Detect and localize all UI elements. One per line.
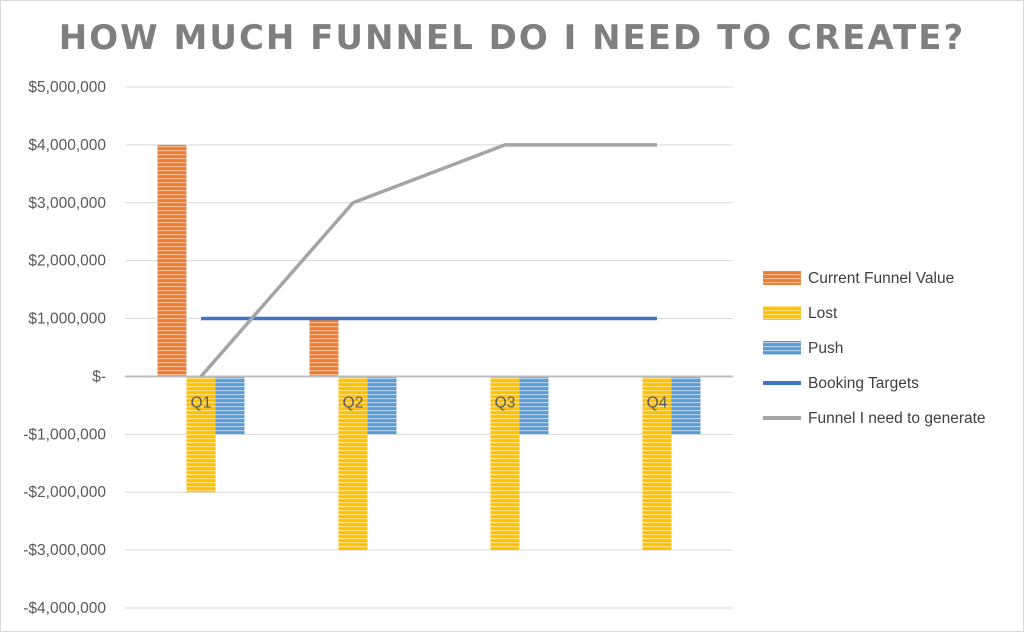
legend-swatch bbox=[763, 271, 801, 285]
legend-label: Lost bbox=[808, 305, 838, 322]
legend-label: Funnel I need to generate bbox=[808, 410, 986, 427]
bar-lost bbox=[186, 376, 216, 493]
y-tick-label: $3,000,000 bbox=[28, 195, 106, 212]
y-tick-label: $2,000,000 bbox=[28, 253, 106, 270]
y-tick-label: $5,000,000 bbox=[28, 79, 106, 96]
y-tick-label: -$4,000,000 bbox=[23, 600, 106, 617]
bar-lost bbox=[642, 376, 672, 551]
y-tick-label: $4,000,000 bbox=[28, 137, 106, 154]
legend-swatch bbox=[763, 341, 801, 355]
y-tick-label: $1,000,000 bbox=[28, 311, 106, 328]
chart-title: HOW MUCH FUNNEL DO I NEED TO CREATE? bbox=[58, 18, 966, 58]
bar-push bbox=[367, 376, 397, 435]
x-category-label: Q3 bbox=[495, 394, 516, 411]
x-category-label: Q1 bbox=[191, 394, 212, 411]
x-category-label: Q4 bbox=[647, 394, 668, 411]
bar-lost bbox=[338, 376, 368, 551]
bar-push bbox=[519, 376, 549, 435]
legend-swatch bbox=[763, 306, 801, 320]
bar-current-funnel-value bbox=[157, 144, 187, 377]
y-tick-label: -$2,000,000 bbox=[23, 484, 106, 501]
x-category-label: Q2 bbox=[343, 394, 364, 411]
y-tick-label: -$3,000,000 bbox=[23, 542, 106, 559]
bar-push bbox=[671, 376, 701, 435]
legend-label: Booking Targets bbox=[808, 375, 919, 392]
bar-lost bbox=[490, 376, 520, 551]
y-tick-label: $- bbox=[92, 368, 106, 385]
legend-label: Push bbox=[808, 340, 843, 357]
legend-label: Current Funnel Value bbox=[808, 270, 954, 287]
bar-current-funnel-value bbox=[309, 318, 339, 377]
line-funnel-i-need-to-generate bbox=[199, 143, 657, 378]
bar-push bbox=[215, 376, 245, 435]
y-tick-label: -$1,000,000 bbox=[23, 426, 106, 443]
